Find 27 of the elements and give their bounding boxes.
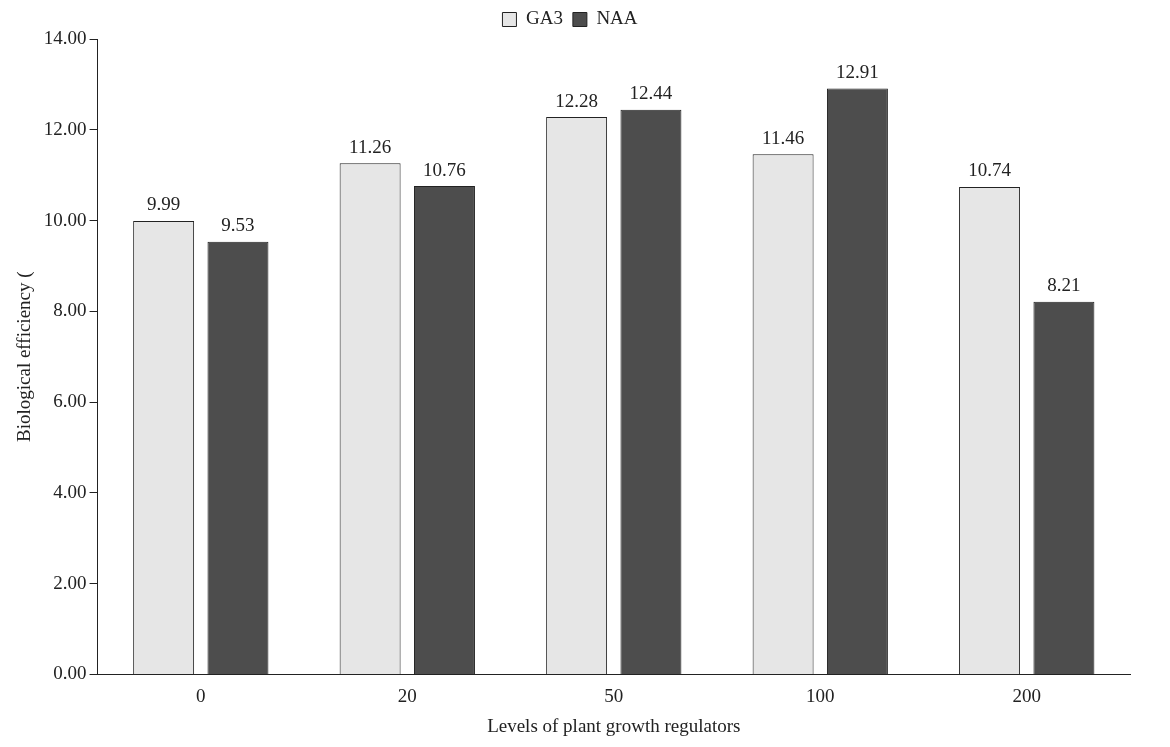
legend-label: NAA xyxy=(596,7,638,29)
x-tick-label: 50 xyxy=(604,684,624,706)
y-tick-label: 2.00 xyxy=(53,571,87,593)
y-tick-label: 8.00 xyxy=(53,299,87,321)
data-label: 10.76 xyxy=(423,158,466,180)
data-label: 12.44 xyxy=(629,82,673,104)
y-tick-label: 10.00 xyxy=(43,208,87,230)
data-label: 12.28 xyxy=(555,89,598,111)
data-label: 11.26 xyxy=(349,135,392,157)
data-label: 11.46 xyxy=(762,126,805,148)
x-tick-label: 20 xyxy=(397,684,417,706)
x-axis-title: Levels of plant growth regulators xyxy=(487,714,741,736)
data-label: 10.74 xyxy=(968,159,1012,181)
data-label: 9.53 xyxy=(221,214,255,236)
data-label: 12.91 xyxy=(836,60,879,82)
x-tick-label: 0 xyxy=(196,684,206,706)
data-label: 8.21 xyxy=(1047,274,1081,296)
y-tick-label: 6.00 xyxy=(53,390,87,412)
y-tick-label: 14.00 xyxy=(43,26,87,48)
y-tick-label: 0.00 xyxy=(53,662,87,684)
y-tick-label: 4.00 xyxy=(53,480,87,502)
legend-label: GA3 xyxy=(525,7,563,29)
data-label: 9.99 xyxy=(147,193,181,215)
x-tick-label: 100 xyxy=(806,684,835,706)
y-axis-title: Biological efficiency ( xyxy=(13,271,36,442)
y-tick-label: 12.00 xyxy=(43,117,87,139)
x-tick-label: 200 xyxy=(1012,684,1042,706)
